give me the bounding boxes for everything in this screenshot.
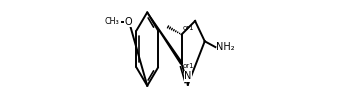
Text: CH₃: CH₃ [105, 17, 120, 26]
Text: NH₂: NH₂ [216, 42, 235, 52]
Polygon shape [147, 12, 183, 64]
Text: or1: or1 [182, 25, 194, 31]
Text: O: O [124, 17, 132, 27]
Text: or1: or1 [183, 63, 195, 69]
Text: N: N [184, 71, 192, 81]
